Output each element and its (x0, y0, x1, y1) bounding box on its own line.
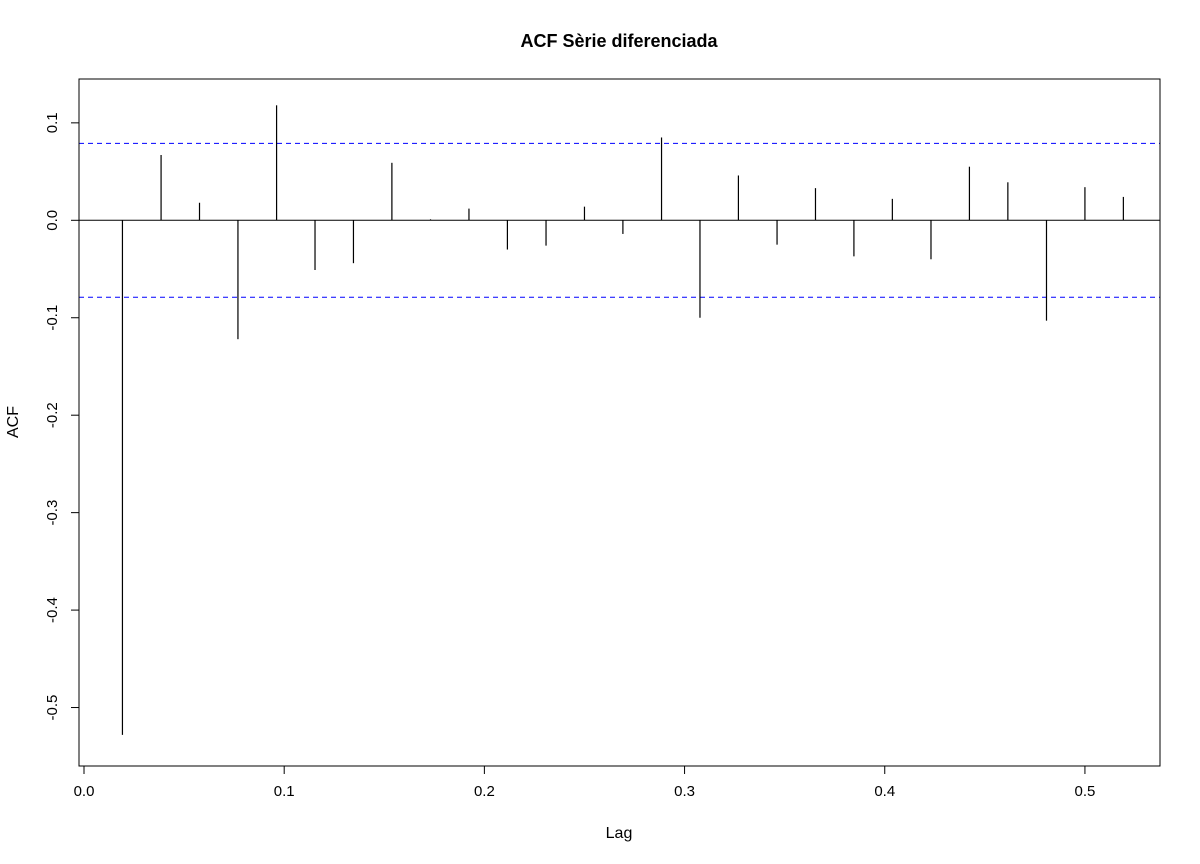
x-axis-label: Lag (606, 825, 633, 842)
x-tick-label: 0.1 (274, 783, 295, 800)
y-tick-label: 0.0 (44, 210, 61, 231)
x-tick-label: 0.5 (1075, 783, 1096, 800)
x-tick-label: 0.4 (874, 783, 895, 800)
y-tick-label: -0.1 (44, 305, 61, 331)
chart-title: ACF Sèrie diferenciada (520, 31, 718, 51)
y-tick-label: -0.5 (44, 695, 61, 721)
y-tick-label: -0.2 (44, 402, 61, 428)
x-tick-label: 0.3 (674, 783, 695, 800)
x-tick-label: 0.0 (74, 783, 95, 800)
x-tick-label: 0.2 (474, 783, 495, 800)
plot-area (79, 105, 1160, 735)
y-axis: -0.5 -0.4 -0.3 -0.2 -0.1 0.0 0.1 (44, 112, 80, 721)
y-axis-label: ACF (5, 406, 22, 438)
y-tick-label: -0.3 (44, 500, 61, 526)
x-axis: 0.0 0.1 0.2 0.3 0.4 0.5 (74, 765, 1096, 800)
y-tick-label: 0.1 (44, 112, 61, 133)
y-tick-label: -0.4 (44, 597, 61, 623)
plot-frame (78, 78, 1161, 767)
